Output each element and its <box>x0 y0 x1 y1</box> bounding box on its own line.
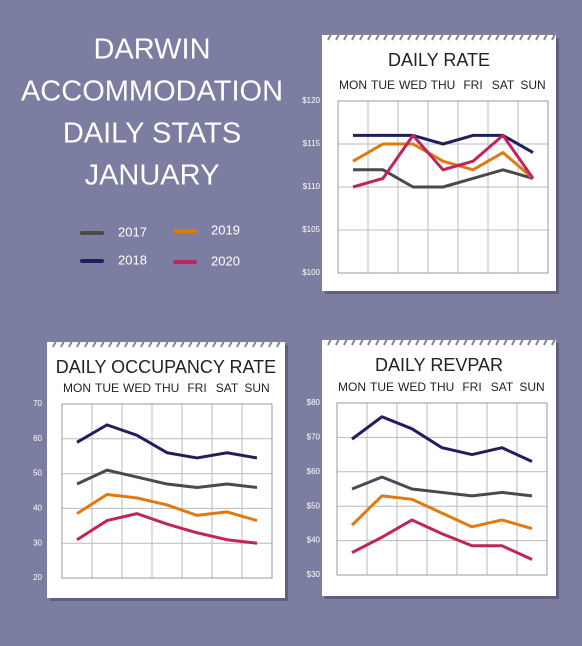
x-tick-label: SAT <box>492 78 515 92</box>
legend-label: 2019 <box>211 222 240 237</box>
series-line <box>76 512 258 545</box>
plot-border <box>336 402 548 576</box>
series-line <box>352 142 534 180</box>
y-tick-label: $105 <box>302 225 320 234</box>
y-tick-label: $50 <box>307 501 321 510</box>
x-tick-label: FRI <box>462 380 481 394</box>
x-tick-label: WED <box>123 381 151 395</box>
x-tick-label: SUN <box>520 78 545 92</box>
title-line: DAILY STATS <box>63 118 241 150</box>
title-line: DARWIN <box>93 34 210 66</box>
y-tick-label: 70 <box>33 399 42 408</box>
x-tick-label: TUE <box>371 78 395 92</box>
series-line <box>76 468 258 490</box>
page-title: DARWIN ACCOMMODATION DAILY STATS JANUARY <box>21 34 283 192</box>
legend-label: 2020 <box>211 253 240 268</box>
y-tick-label: 40 <box>33 504 42 513</box>
series-line <box>351 415 533 463</box>
plot-border <box>61 403 273 579</box>
card <box>322 340 556 596</box>
chart-title: DAILY OCCUPANCY RATE <box>56 357 276 377</box>
y-tick-label: $30 <box>307 570 321 579</box>
y-tick-label: 30 <box>33 538 42 547</box>
x-tick-label: FRI <box>187 381 206 395</box>
y-tick-label: 50 <box>33 469 42 478</box>
x-tick-label: THU <box>155 381 180 395</box>
x-tick-label: SAT <box>491 380 514 394</box>
title-line: JANUARY <box>85 160 220 192</box>
chart-title: DAILY RATE <box>388 50 490 70</box>
x-tick-label: MON <box>338 380 366 394</box>
y-tick-label: $120 <box>302 96 320 105</box>
card-binding <box>327 336 557 346</box>
series-line <box>352 133 535 189</box>
x-tick-label: THU <box>430 380 455 394</box>
x-tick-label: TUE <box>95 381 119 395</box>
x-tick-label: SUN <box>519 380 544 394</box>
x-tick-label: WED <box>399 78 427 92</box>
x-tick-label: SAT <box>216 381 239 395</box>
x-tick-label: TUE <box>370 380 394 394</box>
legend-label: 2018 <box>118 252 147 267</box>
y-tick-label: $115 <box>303 139 321 148</box>
x-tick-label: MON <box>63 381 91 395</box>
legend-label: 2017 <box>118 224 147 239</box>
y-tick-label: $80 <box>307 398 321 407</box>
series-line <box>76 423 258 460</box>
y-tick-label: $100 <box>302 268 320 277</box>
card-binding <box>52 338 282 348</box>
card <box>47 342 285 598</box>
y-tick-label: 20 <box>33 573 42 582</box>
card-binding <box>327 31 557 41</box>
y-tick-label: $110 <box>303 182 321 191</box>
y-tick-label: $70 <box>307 433 321 442</box>
series-line <box>351 518 533 561</box>
y-tick-label: $40 <box>307 536 321 545</box>
x-tick-label: MON <box>339 78 367 92</box>
x-tick-label: THU <box>431 78 456 92</box>
title-line: ACCOMMODATION <box>21 76 283 108</box>
series-line <box>350 494 533 531</box>
x-tick-label: SUN <box>244 381 269 395</box>
series-line <box>76 492 258 523</box>
plot-border <box>337 100 549 274</box>
y-tick-label: 60 <box>33 434 42 443</box>
x-tick-label: FRI <box>463 78 482 92</box>
series-line <box>353 168 534 189</box>
chart-title: DAILY REVPAR <box>375 355 503 375</box>
x-tick-label: WED <box>398 380 426 394</box>
y-tick-label: $60 <box>307 467 321 476</box>
series-line <box>351 475 533 498</box>
